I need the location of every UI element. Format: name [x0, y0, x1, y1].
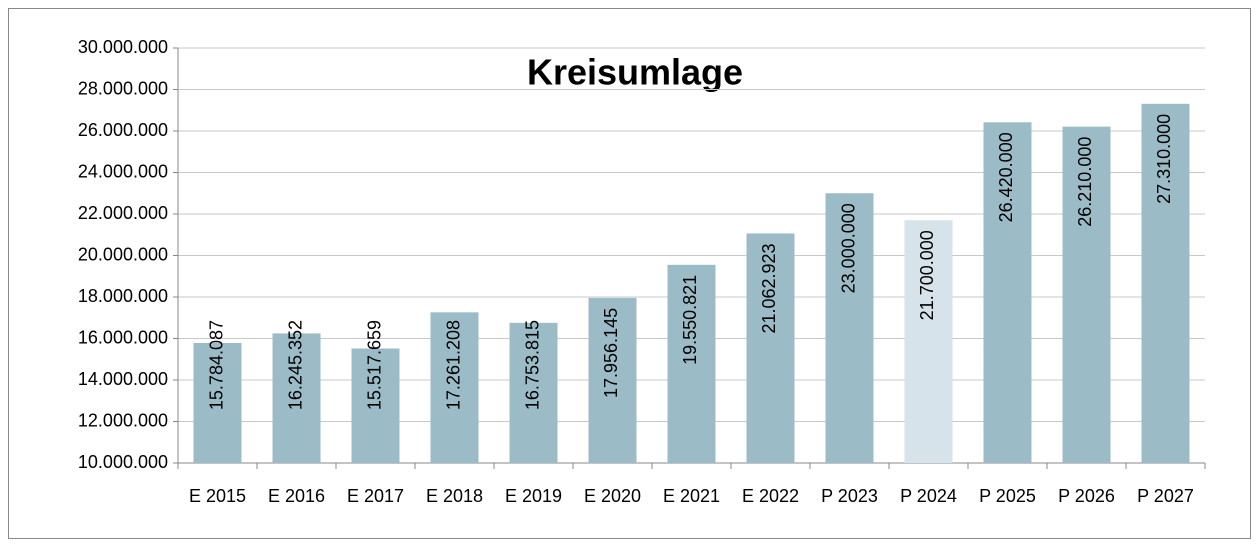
- bar: [509, 322, 558, 463]
- value-label: 17.261.208: [443, 320, 463, 410]
- value-label: 16.753.815: [522, 320, 542, 410]
- y-tick-label: 28.000.000: [78, 78, 168, 98]
- y-tick-label: 20.000.000: [78, 244, 168, 264]
- x-tick-label: E 2015: [189, 486, 246, 506]
- y-tick-label: 26.000.000: [78, 120, 168, 140]
- bar: [272, 333, 321, 463]
- bar: [430, 312, 479, 463]
- x-tick-label: E 2016: [268, 486, 325, 506]
- x-tick-label: E 2017: [347, 486, 404, 506]
- chart-title: Kreisumlage: [527, 52, 743, 93]
- bar: [667, 264, 716, 463]
- bar: [983, 122, 1032, 463]
- x-tick-label: P 2023: [821, 486, 878, 506]
- x-tick-label: E 2018: [426, 486, 483, 506]
- y-tick-label: 12.000.000: [78, 410, 168, 430]
- x-tick-label: P 2024: [900, 486, 957, 506]
- x-tick-label: P 2026: [1058, 486, 1115, 506]
- bar: [746, 233, 795, 463]
- bar: [904, 220, 953, 463]
- bar: [193, 342, 242, 463]
- value-label: 21.062.923: [759, 243, 779, 333]
- value-label: 15.517.659: [364, 320, 384, 410]
- value-label: 26.420.000: [996, 132, 1016, 222]
- bar: [351, 348, 400, 463]
- y-tick-label: 24.000.000: [78, 161, 168, 181]
- y-tick-label: 30.000.000: [78, 37, 168, 57]
- value-label: 26.210.000: [1075, 137, 1095, 227]
- x-tick-label: E 2019: [505, 486, 562, 506]
- value-label: 19.550.821: [680, 275, 700, 365]
- bar: [825, 193, 874, 463]
- x-tick-label: P 2027: [1137, 486, 1194, 506]
- value-label: 23.000.000: [838, 203, 858, 293]
- value-label: 17.956.145: [601, 308, 621, 398]
- y-tick-label: 10.000.000: [78, 452, 168, 472]
- x-tick-label: E 2022: [742, 486, 799, 506]
- x-tick-label: P 2025: [979, 486, 1036, 506]
- value-label: 16.245.352: [285, 320, 305, 410]
- y-tick-label: 18.000.000: [78, 286, 168, 306]
- x-tick-label: E 2021: [663, 486, 720, 506]
- value-label: 21.700.000: [917, 230, 937, 320]
- y-tick-label: 22.000.000: [78, 203, 168, 223]
- value-label: 27.310.000: [1154, 114, 1174, 204]
- y-tick-label: 16.000.000: [78, 327, 168, 347]
- x-tick-label: E 2020: [584, 486, 641, 506]
- bar: [1062, 126, 1111, 463]
- value-label: 15.784.087: [206, 320, 226, 410]
- bar: [588, 297, 637, 463]
- bar: [1141, 103, 1190, 463]
- y-tick-label: 14.000.000: [78, 369, 168, 389]
